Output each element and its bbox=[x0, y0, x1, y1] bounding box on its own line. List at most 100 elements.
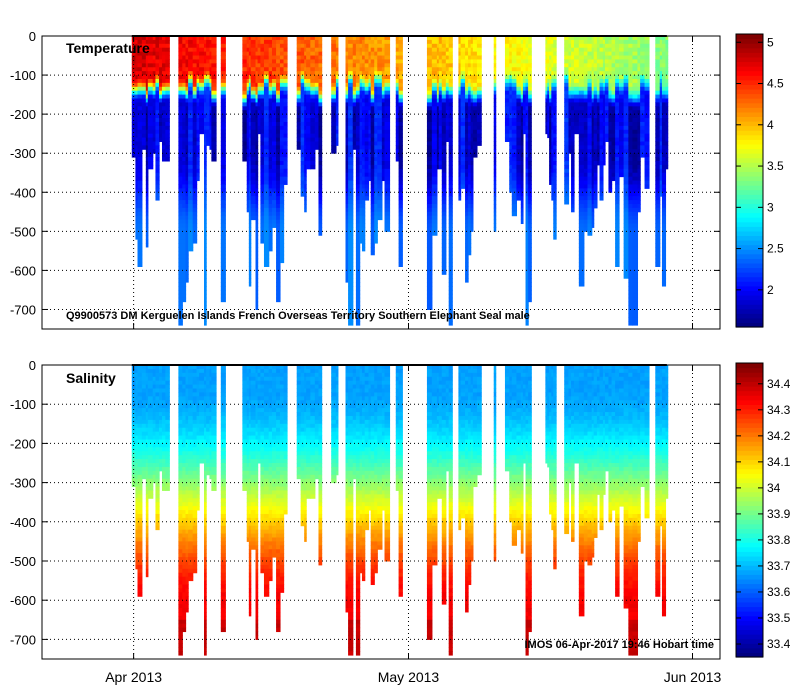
heatmap-cell bbox=[306, 134, 311, 138]
heatmap-cell bbox=[516, 141, 521, 145]
heatmap-cell bbox=[528, 196, 532, 200]
heatmap-cell bbox=[494, 220, 497, 224]
heatmap-cell bbox=[182, 290, 186, 294]
heatmap-cell bbox=[528, 126, 532, 130]
heatmap-cell bbox=[584, 196, 588, 200]
heatmap-cell bbox=[348, 220, 353, 224]
heatmap-cell bbox=[272, 83, 277, 87]
heatmap-cell bbox=[579, 282, 585, 286]
heatmap-cell bbox=[615, 200, 619, 204]
heatmap-cell bbox=[494, 157, 497, 161]
heatmap-cell bbox=[348, 153, 353, 157]
heatmap-cell bbox=[587, 145, 592, 149]
heatmap-cell bbox=[315, 59, 319, 63]
heatmap-cell bbox=[385, 196, 391, 200]
heatmap-cell bbox=[221, 95, 226, 99]
heatmap-cell bbox=[318, 141, 322, 145]
heatmap-cell bbox=[155, 134, 159, 138]
heatmap-cell bbox=[528, 106, 532, 110]
heatmap-cell bbox=[473, 87, 478, 91]
heatmap-cell bbox=[204, 278, 207, 282]
heatmap-cell bbox=[264, 118, 269, 122]
heatmap-cell bbox=[132, 71, 136, 75]
heatmap-cell bbox=[427, 52, 433, 56]
heatmap-cell bbox=[315, 79, 319, 83]
heatmap-cell bbox=[272, 40, 277, 44]
heatmap-cell bbox=[356, 184, 360, 188]
heatmap-cell bbox=[615, 102, 619, 106]
heatmap-cell bbox=[204, 153, 207, 157]
heatmap-cell bbox=[521, 192, 524, 196]
heatmap-cell bbox=[494, 95, 497, 99]
heatmap-cell bbox=[188, 91, 193, 95]
heatmap-cell bbox=[579, 278, 585, 282]
heatmap-cell bbox=[301, 169, 305, 173]
heatmap-cell bbox=[594, 177, 598, 181]
heatmap-cell bbox=[310, 48, 315, 52]
heatmap-cell bbox=[188, 235, 193, 239]
heatmap-cell bbox=[564, 114, 569, 118]
heatmap-cell bbox=[242, 79, 247, 83]
heatmap-cell bbox=[465, 259, 469, 263]
heatmap-cell bbox=[584, 165, 588, 169]
heatmap-cell bbox=[584, 48, 588, 52]
heatmap-cell bbox=[628, 231, 633, 235]
heatmap-cell bbox=[427, 298, 433, 302]
heatmap-cell bbox=[365, 161, 369, 165]
heatmap-cell bbox=[251, 161, 256, 165]
heatmap-cell bbox=[221, 216, 226, 220]
heatmap-cell bbox=[628, 56, 633, 60]
heatmap-cell bbox=[178, 75, 183, 79]
heatmap-cell bbox=[276, 118, 280, 122]
heatmap-cell bbox=[574, 130, 579, 134]
heatmap-cell bbox=[528, 165, 532, 169]
heatmap-cell bbox=[377, 67, 382, 71]
heatmap-cell bbox=[521, 204, 524, 208]
heatmap-cell bbox=[432, 200, 438, 204]
heatmap-cell bbox=[612, 110, 616, 114]
heatmap-cell bbox=[579, 75, 585, 79]
heatmap-cell bbox=[362, 212, 365, 216]
heatmap-cell bbox=[356, 114, 360, 118]
heatmap-cell bbox=[138, 169, 143, 173]
heatmap-cell bbox=[628, 290, 633, 294]
heatmap-cell bbox=[461, 184, 466, 188]
heatmap-cell bbox=[477, 110, 482, 114]
heatmap-cell bbox=[138, 247, 143, 251]
heatmap-cell bbox=[526, 302, 529, 306]
heatmap-cell bbox=[584, 59, 588, 63]
heatmap-cell bbox=[146, 181, 149, 185]
heatmap-cell bbox=[579, 184, 585, 188]
heatmap-cell bbox=[204, 181, 207, 185]
heatmap-cell bbox=[301, 138, 305, 142]
heatmap-cell bbox=[276, 204, 280, 208]
heatmap-cell bbox=[260, 52, 264, 56]
profile-column bbox=[284, 36, 288, 185]
heatmap-cell bbox=[272, 134, 277, 138]
heatmap-cell bbox=[571, 153, 575, 157]
heatmap-cell bbox=[242, 114, 247, 118]
heatmap-cell bbox=[162, 40, 166, 44]
heatmap-cell bbox=[365, 56, 369, 60]
heatmap-cell bbox=[605, 106, 609, 110]
heatmap-cell bbox=[242, 87, 247, 91]
heatmap-cell bbox=[619, 52, 624, 56]
heatmap-cell bbox=[574, 52, 579, 56]
heatmap-cell bbox=[505, 114, 510, 118]
heatmap-cell bbox=[138, 181, 143, 185]
heatmap-cell bbox=[564, 173, 569, 177]
heatmap-cell bbox=[301, 87, 305, 91]
heatmap-cell bbox=[624, 67, 629, 71]
heatmap-cell bbox=[584, 87, 588, 91]
heatmap-cell bbox=[264, 173, 269, 177]
heatmap-cell bbox=[584, 102, 588, 106]
heatmap-cell bbox=[204, 165, 207, 169]
heatmap-cell bbox=[579, 48, 585, 52]
heatmap-cell bbox=[280, 75, 284, 79]
heatmap-cell bbox=[516, 196, 521, 200]
heatmap-cell bbox=[553, 216, 556, 220]
heatmap-cell bbox=[256, 227, 259, 231]
heatmap-cell bbox=[318, 216, 322, 220]
profile-column bbox=[516, 36, 521, 201]
heatmap-cell bbox=[427, 266, 433, 270]
